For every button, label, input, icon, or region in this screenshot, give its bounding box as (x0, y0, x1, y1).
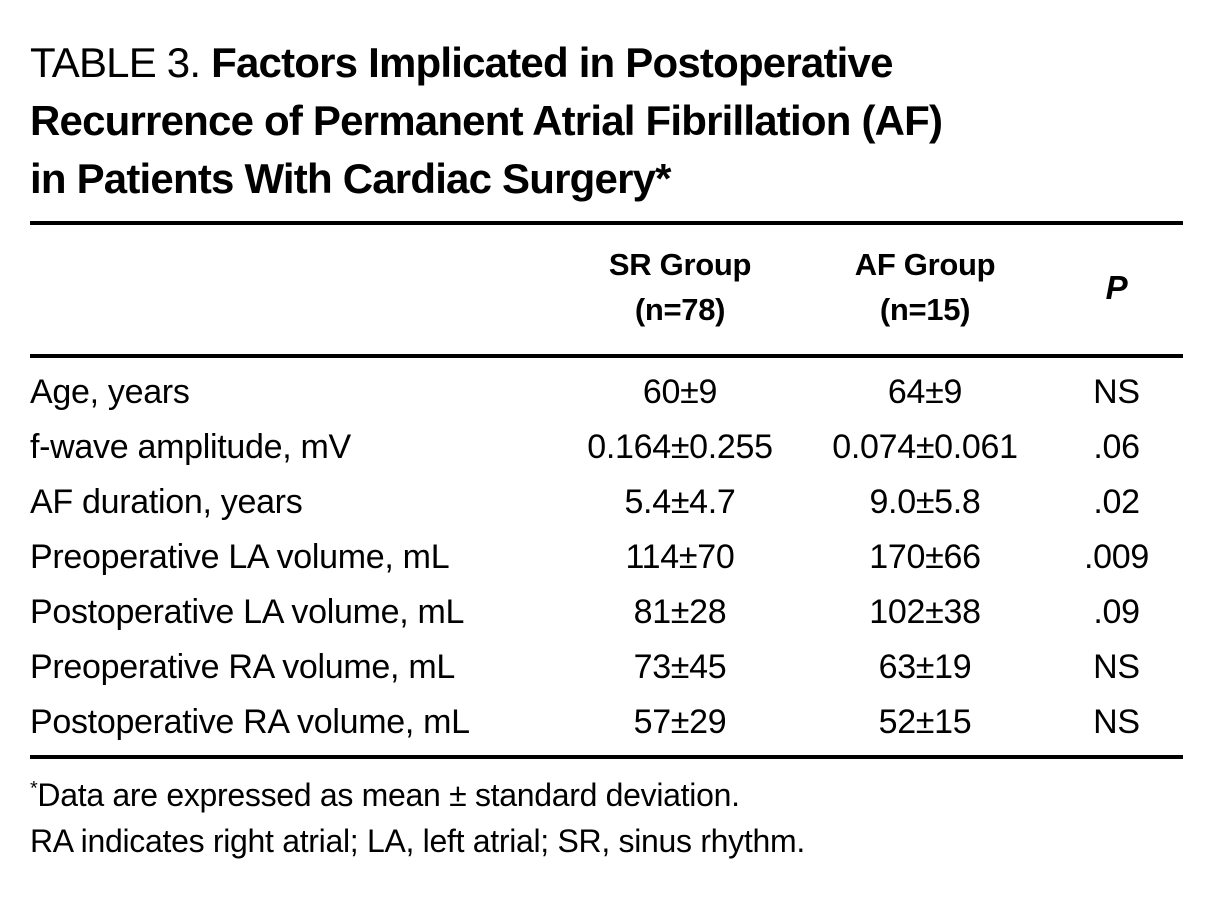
p-value: .02 (1093, 483, 1140, 521)
af-value: 102±38 (869, 593, 981, 631)
header-cell-p-value: P (1105, 268, 1128, 306)
af-group-name: AF Group (854, 247, 996, 282)
sr-value: 81±28 (633, 593, 727, 631)
table-title-text-1: Factors Implicated in Postoperative (211, 39, 893, 86)
table-row: AF duration, years 5.4±4.7 9.0±5.8 .02 (30, 475, 1183, 530)
row-label: Postoperative LA volume, mL (30, 593, 465, 631)
table-row: Postoperative RA volume, mL 57±29 52±15 … (30, 695, 1183, 750)
p-value: .06 (1093, 428, 1140, 466)
row-label: Preoperative LA volume, mL (30, 538, 450, 576)
table-header-row: SR Group (n=78) AF Group (n=15) P (30, 225, 1183, 354)
af-value: 0.074±0.061 (832, 428, 1018, 466)
af-value: 170±66 (869, 538, 981, 576)
table-row: Preoperative RA volume, mL 73±45 63±19 N… (30, 640, 1183, 695)
af-value: 64±9 (887, 373, 963, 411)
table-body: Age, years 60±9 64±9 NS f-wave amplitude… (30, 358, 1183, 755)
row-label: Age, years (30, 373, 190, 411)
table-footnotes: *Data are expressed as mean ± standard d… (30, 772, 1183, 864)
row-label: AF duration, years (30, 483, 303, 521)
af-group-n: (n=15) (879, 292, 971, 327)
footnote-data-expression: *Data are expressed as mean ± standard d… (30, 772, 1183, 818)
footnote-abbreviations: RA indicates right atrial; LA, left atri… (30, 823, 805, 859)
af-value: 9.0±5.8 (869, 483, 981, 521)
sr-group-n: (n=78) (634, 292, 726, 327)
footnote-asterisk-marker: * (30, 777, 38, 800)
table-number-label: TABLE 3. (30, 39, 201, 86)
table-title-line-2: Recurrence of Permanent Atrial Fibrillat… (30, 97, 943, 144)
sr-value: 73±45 (633, 648, 727, 686)
sr-value: 57±29 (633, 703, 727, 741)
p-value: .009 (1084, 538, 1149, 576)
p-value: .09 (1093, 593, 1140, 631)
table-row: Age, years 60±9 64±9 NS (30, 365, 1183, 420)
p-value: NS (1093, 373, 1140, 411)
header-rule (30, 354, 1183, 358)
p-value: NS (1093, 648, 1140, 686)
p-value: NS (1093, 703, 1140, 741)
header-cell-af-group: AF Group (n=15) (800, 242, 1050, 332)
row-label: Postoperative RA volume, mL (30, 703, 470, 741)
top-rule (30, 221, 1183, 225)
table-row: f-wave amplitude, mV 0.164±0.255 0.074±0… (30, 420, 1183, 475)
footnote-text-1: Data are expressed as mean ± standard de… (37, 777, 740, 813)
af-value: 63±19 (878, 648, 972, 686)
row-label: Preoperative RA volume, mL (30, 648, 455, 686)
row-label: f-wave amplitude, mV (30, 428, 351, 466)
af-value: 52±15 (878, 703, 972, 741)
header-cell-sr-group: SR Group (n=78) (560, 242, 800, 332)
sr-value: 114±70 (625, 538, 735, 576)
sr-value: 60±9 (642, 373, 718, 411)
table-title: TABLE 3. Factors Implicated in Postopera… (30, 34, 1183, 208)
table-row: Preoperative LA volume, mL 114±70 170±66… (30, 530, 1183, 585)
sr-group-name: SR Group (608, 247, 752, 282)
table-title-line-1: TABLE 3. Factors Implicated in Postopera… (30, 34, 1183, 92)
table-title-line-3: in Patients With Cardiac Surgery* (30, 155, 672, 202)
sr-value: 0.164±0.255 (587, 428, 773, 466)
table-row: Postoperative LA volume, mL 81±28 102±38… (30, 585, 1183, 640)
bottom-rule (30, 755, 1183, 759)
sr-value: 5.4±4.7 (624, 483, 736, 521)
